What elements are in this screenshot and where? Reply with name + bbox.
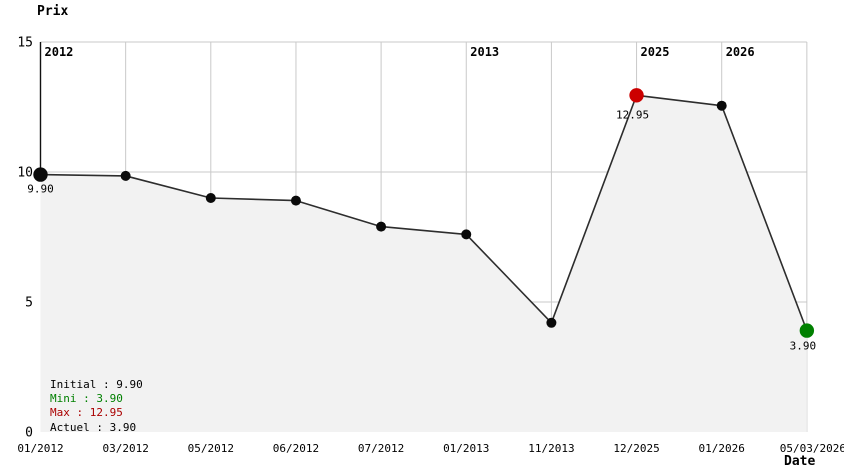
x-tick-label: 05/03/2026 bbox=[780, 442, 844, 455]
legend-item: Initial : 9.90 bbox=[50, 378, 143, 391]
point-value-label: 9.90 bbox=[27, 183, 54, 196]
data-point-max[interactable] bbox=[629, 88, 644, 103]
y-tick-label: 15 bbox=[17, 36, 33, 51]
point-value-label: 3.90 bbox=[790, 340, 817, 353]
data-point[interactable] bbox=[716, 100, 727, 111]
x-tick-label: 01/2013 bbox=[443, 442, 489, 455]
year-label: 2026 bbox=[726, 45, 755, 59]
data-point[interactable] bbox=[461, 229, 472, 240]
data-point[interactable] bbox=[205, 193, 216, 203]
x-tick-label: 01/2026 bbox=[699, 442, 745, 455]
year-label: 2013 bbox=[470, 45, 499, 59]
legend: Initial : 9.90 Mini : 3.90 Max : 12.95 Actu… bbox=[50, 378, 143, 435]
price-line bbox=[40, 94, 808, 331]
y-tick-label: 5 bbox=[25, 296, 33, 311]
data-point-min-current[interactable] bbox=[799, 323, 815, 338]
x-tick-label: 11/2013 bbox=[528, 442, 574, 455]
data-point[interactable] bbox=[546, 317, 557, 328]
legend-item: Actuel : 3.90 bbox=[50, 420, 137, 434]
x-tick-label: 05/2012 bbox=[188, 442, 234, 455]
data-point[interactable] bbox=[376, 221, 387, 232]
y-tick-label: 10 bbox=[17, 166, 33, 181]
x-tick-label: 03/2012 bbox=[102, 442, 148, 455]
point-value-label: 12.95 bbox=[616, 108, 649, 121]
year-label: 2025 bbox=[641, 45, 670, 59]
data-point[interactable] bbox=[120, 170, 131, 181]
data-point-initial[interactable] bbox=[33, 167, 48, 182]
x-tick-label: 07/2012 bbox=[358, 442, 404, 455]
y-axis-title: Prix bbox=[37, 4, 69, 19]
x-tick-label: 01/2012 bbox=[17, 442, 63, 455]
legend-item: Mini : 3.90 bbox=[50, 392, 123, 406]
y-tick-label: 0 bbox=[25, 426, 33, 441]
x-axis-title: Date bbox=[784, 454, 816, 469]
x-tick-label: 06/2012 bbox=[273, 442, 319, 455]
x-tick-label: 12/2025 bbox=[613, 442, 659, 455]
year-label: 2012 bbox=[45, 45, 74, 59]
legend-item: Max : 12.95 bbox=[50, 406, 123, 420]
data-point[interactable] bbox=[290, 195, 301, 206]
area-fill bbox=[40, 95, 807, 433]
